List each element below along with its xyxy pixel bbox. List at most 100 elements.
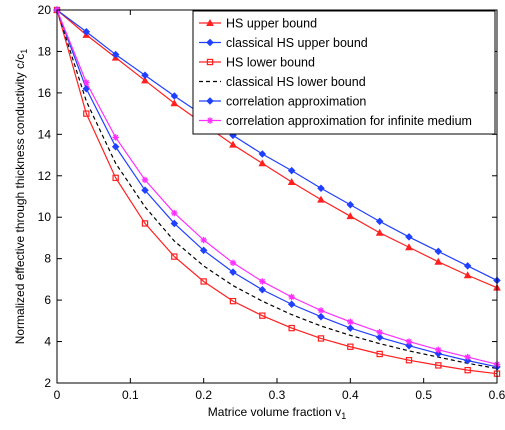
data-point — [405, 341, 413, 350]
data-point — [317, 335, 325, 342]
data-point — [229, 268, 237, 276]
legend-marker — [206, 97, 214, 105]
data-point — [463, 262, 472, 270]
legend-box — [192, 10, 496, 135]
legend-entry: correlation approximation — [199, 95, 366, 109]
data-point — [347, 343, 354, 350]
x-tick-label: 0 — [54, 388, 61, 402]
y-tick-label: 4 — [44, 335, 51, 349]
y-tick-label: 6 — [44, 293, 51, 307]
legend-entry: HS lower bound — [199, 56, 315, 70]
axis-ticks: 0 0.1 0.2 0.3 0.4 0.5 0.6 2 4 6 8 10 12 14 16 18 20 — [38, 3, 505, 402]
data-point — [405, 243, 413, 251]
series-line — [56, 9, 498, 289]
data-point — [346, 201, 355, 209]
data-point — [259, 312, 266, 319]
legend-marker — [206, 58, 214, 66]
y-tick-label: 16 — [38, 86, 52, 100]
y-tick-label: 8 — [44, 252, 51, 266]
x-tick-label: 0.1 — [122, 388, 139, 402]
legend-entry: HS upper bound — [199, 17, 317, 31]
data-point — [229, 297, 237, 305]
data-point — [229, 259, 237, 267]
data-point — [287, 166, 296, 175]
x-tick-label: 0.2 — [195, 388, 212, 402]
x-tick-label: 0.6 — [489, 388, 505, 402]
x-tick-label: 0.4 — [342, 388, 359, 402]
x-tick-label: 0.3 — [269, 388, 286, 402]
series-line — [56, 9, 498, 368]
data-point — [317, 312, 325, 321]
data-point — [200, 236, 207, 244]
data-point — [141, 186, 149, 195]
data-point — [170, 219, 179, 228]
series-line — [56, 9, 498, 365]
data-point — [317, 184, 325, 192]
data-point — [141, 220, 149, 227]
data-point — [259, 278, 266, 285]
y-axis-label: Normalized effective through thickness c… — [13, 49, 29, 345]
data-point — [405, 357, 413, 364]
legend-entry: classical HS upper bound — [199, 36, 368, 50]
data-point — [258, 159, 267, 167]
data-point — [346, 212, 355, 220]
data-point — [317, 195, 325, 203]
data-point — [463, 271, 472, 279]
legend-marker — [206, 18, 214, 26]
data-point — [170, 92, 179, 100]
legend: HS upper bound classical HS upper bound HS… — [192, 10, 496, 135]
data-point — [200, 278, 207, 285]
legend-label: HS lower bound — [226, 56, 315, 70]
data-point — [141, 71, 149, 80]
data-point — [464, 366, 471, 374]
series-3 — [53, 6, 501, 377]
legend-entry: correlation approximation for infinite m… — [199, 114, 472, 128]
data-point — [171, 253, 178, 260]
data-point — [434, 247, 443, 256]
data-point — [317, 307, 325, 314]
legend-marker — [206, 38, 214, 47]
data-point — [376, 350, 383, 358]
data-point — [375, 228, 384, 236]
series-line — [56, 9, 498, 370]
data-point — [287, 177, 296, 185]
y-tick-label: 20 — [38, 3, 52, 17]
data-point — [287, 300, 296, 309]
data-point — [83, 79, 90, 86]
series-4 — [56, 9, 498, 370]
y-tick-label: 12 — [38, 169, 52, 183]
data-point — [83, 110, 90, 117]
legend-marker — [206, 117, 214, 124]
data-point — [435, 362, 442, 369]
data-point — [82, 27, 91, 36]
data-point — [288, 293, 295, 301]
data-point — [171, 209, 178, 217]
data-point — [258, 150, 267, 158]
x-tick-label: 0.5 — [415, 388, 432, 402]
data-point — [141, 176, 149, 184]
y-tick-label: 18 — [38, 44, 52, 58]
legend-label: HS upper bound — [226, 17, 317, 31]
data-point — [347, 318, 354, 326]
data-point — [375, 333, 384, 342]
data-point — [111, 50, 120, 59]
legend-label: correlation approximation for infinite m… — [226, 114, 472, 128]
data-point — [376, 329, 383, 336]
data-point — [405, 338, 413, 345]
legend-label: correlation approximation — [226, 95, 366, 109]
series-6 — [53, 6, 501, 368]
data-point — [288, 324, 295, 332]
data-point — [346, 324, 355, 332]
data-point — [112, 174, 119, 182]
data-point — [435, 346, 442, 354]
x-axis-label: Matrice volume fraction v1 — [208, 405, 346, 421]
data-point — [464, 353, 471, 361]
series-line — [56, 9, 498, 281]
data-point — [229, 140, 237, 148]
y-tick-label: 2 — [44, 376, 51, 390]
y-tick-label: 10 — [38, 210, 52, 224]
legend-label: classical HS lower bound — [226, 75, 366, 89]
data-point — [258, 285, 267, 294]
series-line — [56, 9, 498, 375]
